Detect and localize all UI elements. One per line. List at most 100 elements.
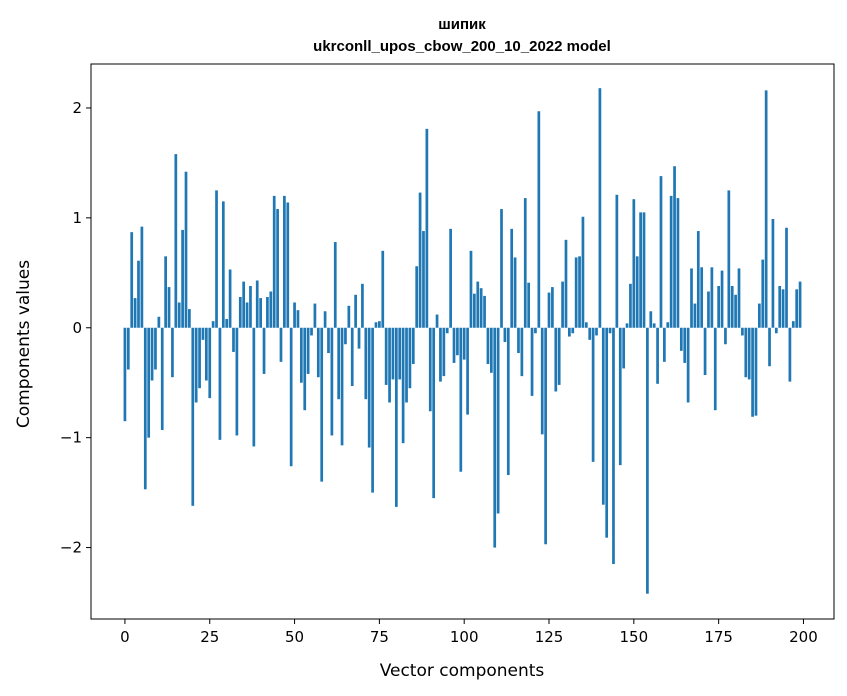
bar [517, 327, 520, 354]
bar [744, 327, 748, 378]
bar [774, 327, 778, 334]
bar [561, 281, 564, 328]
bar [489, 327, 493, 373]
x-axis-label: Vector components [380, 661, 545, 681]
bar [157, 316, 161, 328]
bar [432, 327, 436, 499]
bar [289, 327, 293, 467]
bar [245, 302, 249, 328]
bar [133, 298, 137, 328]
bar [123, 327, 127, 422]
bar [741, 327, 744, 336]
y-tick-label: 2 [72, 99, 82, 117]
bar [367, 327, 371, 448]
bar [666, 322, 670, 328]
bar [646, 327, 649, 594]
bar [791, 321, 795, 328]
bar [500, 209, 503, 328]
bar [727, 190, 731, 328]
y-tick-label: −2 [60, 539, 82, 557]
bar [629, 283, 632, 328]
bar [595, 327, 598, 336]
bar [493, 327, 497, 548]
bar [496, 327, 500, 514]
bar [659, 176, 663, 328]
chart-title-line-1: шипик [438, 16, 486, 33]
bar [279, 327, 283, 362]
bar [130, 232, 134, 328]
x-tick-label: 125 [535, 628, 564, 646]
bar [306, 327, 310, 374]
x-tick-label: 0 [120, 628, 130, 646]
bar [344, 327, 347, 345]
bar [394, 327, 398, 507]
bar [764, 90, 768, 328]
bar [625, 323, 629, 328]
bar [737, 268, 741, 328]
bar [720, 270, 724, 328]
bar [201, 327, 205, 340]
bar [781, 289, 785, 328]
bar [405, 327, 408, 403]
bar [466, 327, 469, 415]
bar [425, 128, 429, 328]
bar [228, 269, 232, 328]
bar [751, 327, 754, 417]
bar [598, 88, 602, 328]
bar [354, 294, 357, 328]
bar [357, 327, 361, 349]
bar [232, 327, 235, 352]
bar [316, 327, 320, 378]
bar [571, 327, 575, 334]
bar [337, 327, 341, 400]
x-tick-label: 75 [370, 628, 389, 646]
bar [235, 327, 239, 436]
bar [696, 231, 700, 328]
bar [761, 259, 765, 328]
bar [635, 256, 639, 328]
bar [198, 327, 201, 389]
bar [632, 199, 636, 328]
bar [408, 327, 412, 389]
bar [483, 295, 486, 328]
bar [476, 281, 480, 328]
bar [649, 311, 653, 328]
bar [724, 327, 727, 345]
x-tick-label: 200 [789, 628, 818, 646]
bar [642, 212, 646, 328]
bar [218, 327, 222, 440]
bar [194, 327, 198, 403]
bar [415, 266, 419, 328]
bar [211, 321, 215, 328]
y-tick-label: 0 [72, 319, 82, 337]
bar [540, 327, 544, 435]
y-axis-label: Components values [14, 260, 34, 428]
bar [679, 327, 683, 351]
bar [456, 327, 459, 356]
bar [537, 111, 541, 328]
plot-frame [90, 63, 835, 620]
bar [462, 327, 466, 360]
bar [252, 327, 256, 447]
bar [449, 228, 452, 328]
bar [747, 327, 751, 380]
bar [439, 327, 442, 382]
bar [126, 327, 130, 370]
bar [428, 327, 432, 412]
bar [374, 322, 378, 328]
bar [411, 327, 415, 365]
bar [452, 327, 456, 363]
bars-group [123, 88, 802, 594]
bar [204, 327, 208, 381]
bar [340, 327, 344, 446]
bar [381, 250, 385, 328]
bar [259, 298, 262, 328]
y-tick-label: 1 [72, 209, 82, 227]
bar [299, 327, 303, 383]
bar [690, 268, 693, 328]
bar [608, 327, 612, 334]
bar [486, 327, 490, 365]
bar [347, 305, 351, 328]
bar [618, 327, 622, 466]
bar [734, 294, 737, 328]
